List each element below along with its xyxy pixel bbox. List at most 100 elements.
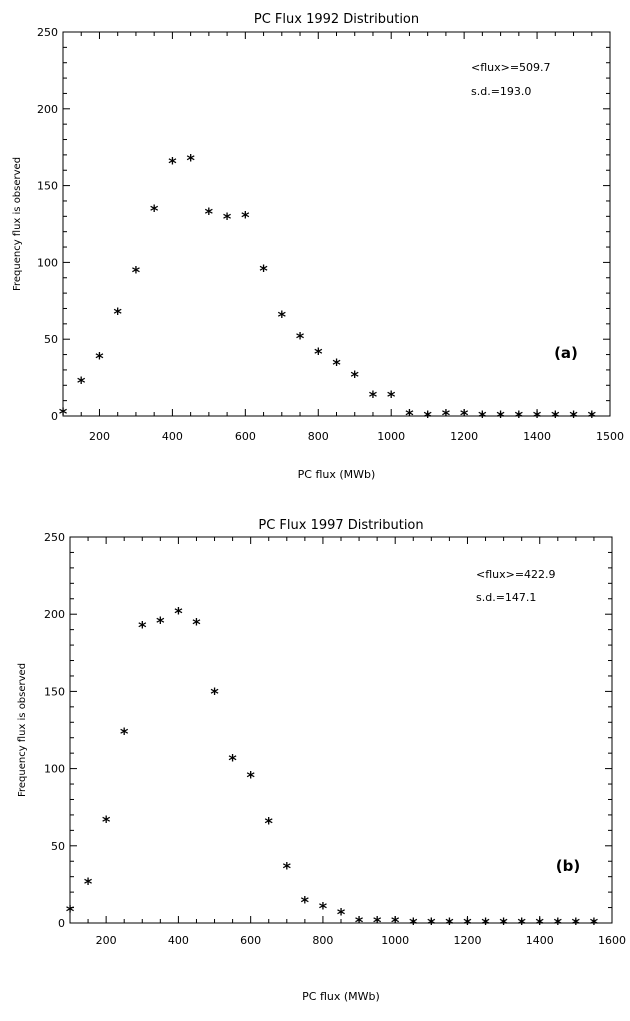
chart1-data-point: *	[246, 767, 255, 786]
chart1-data-point: *	[481, 914, 490, 933]
chart0-data-point: *	[332, 355, 341, 374]
chart0-data-point: *	[423, 407, 432, 426]
chart1-sd-annotation: s.d.=147.1	[476, 591, 536, 604]
chart1-data-point: *	[427, 914, 436, 933]
chart1-y-tick-label: 200	[44, 608, 65, 621]
chart-panel-a: PC Flux 1992 Distribution 200 400 600 800 100…	[12, 12, 624, 481]
chart1-data-point: *	[572, 914, 581, 933]
chart0-data-point: *	[314, 344, 323, 363]
chart0-data-point: *	[223, 209, 232, 228]
chart1-data-point: *	[590, 914, 599, 933]
chart0-data-point: *	[533, 407, 542, 426]
chart1-data-point: *	[536, 914, 545, 933]
chart1-data-point: *	[174, 604, 183, 623]
chart1-y-tick-label: 0	[58, 917, 65, 930]
chart1-data-point: *	[192, 614, 201, 633]
chart0-data-point: *	[405, 405, 414, 424]
chart0-data-point: *	[442, 405, 451, 424]
chart0-data-point: *	[551, 407, 560, 426]
chart1-data-point: *	[84, 874, 93, 893]
chart1-data-point: *	[409, 914, 418, 933]
chart1-x-tick-label: 1600	[598, 934, 626, 947]
chart0-y-axis-label: Frequency flux is observed	[12, 157, 23, 291]
chart0-data-point: *	[168, 154, 177, 173]
chart0-data-point: *	[515, 407, 524, 426]
chart1-data-point: *	[138, 618, 147, 637]
chart1-data-point: *	[499, 914, 508, 933]
chart1-y-tick-label: 250	[44, 531, 65, 544]
chart0-panel-label: (a)	[554, 344, 578, 362]
chart1-y-tick-label: 100	[44, 763, 65, 776]
chart0-y-tick-label: 150	[37, 180, 58, 193]
chart0-x-tick-label: 400	[162, 430, 183, 443]
chart0-x-tick-label: 1400	[523, 430, 551, 443]
chart1-data-point: *	[517, 914, 526, 933]
chart1-data-point: *	[355, 912, 364, 931]
chart-panel-b: PC Flux 1997 Distribution 200 400 600 800 100…	[17, 518, 626, 1003]
chart0-data-point: *	[114, 304, 123, 323]
chart0-x-tick-label: 1200	[450, 430, 478, 443]
chart0-data-point: *	[95, 349, 104, 368]
chart1-data-point: *	[337, 905, 346, 924]
chart0-data-point: *	[588, 407, 597, 426]
chart1-x-axis-label: PC flux (MWb)	[302, 990, 380, 1003]
chart1-data-point: *	[102, 812, 111, 831]
chart1-x-tick-label: 1000	[381, 934, 409, 947]
chart1-data-point: *	[120, 724, 129, 743]
chart1-y-tick-label: 150	[44, 685, 65, 698]
chart1-data-point: *	[66, 902, 75, 921]
chart0-data-point: *	[241, 207, 250, 226]
chart0-x-axis-label: PC flux (MWb)	[298, 468, 376, 481]
chart1-data-point: *	[301, 892, 310, 911]
chart0-data-point: *	[150, 201, 159, 220]
chart1-data-point: *	[156, 613, 165, 632]
chart0-y-tick-label: 250	[37, 26, 58, 39]
chart0-x-tick-label: 800	[308, 430, 329, 443]
chart1-data-point: *	[265, 814, 274, 833]
chart0-title: PC Flux 1992 Distribution	[254, 12, 419, 27]
chart1-data-point: *	[463, 914, 472, 933]
chart1-x-tick-label: 800	[312, 934, 333, 947]
chart0-data-point: *	[259, 261, 268, 280]
chart1-data-point: *	[445, 914, 454, 933]
chart1-data-point: *	[554, 914, 563, 933]
chart1-y-axis-label: Frequency flux is observed	[17, 663, 28, 797]
chart0-mean-annotation: <flux>=509.7	[471, 61, 551, 74]
chart1-x-tick-label: 600	[240, 934, 261, 947]
chart0-data-point: *	[478, 407, 487, 426]
chart1-data-point: *	[319, 899, 328, 918]
chart0-y-tick-label: 0	[51, 410, 58, 423]
chart0-data-point: *	[387, 387, 396, 406]
chart1-data-point: *	[283, 858, 292, 877]
chart0-data-point: *	[77, 373, 86, 392]
chart0-x-tick-label: 1000	[377, 430, 405, 443]
chart0-x-tick-label: 600	[235, 430, 256, 443]
chart0-data-point: *	[351, 367, 360, 386]
chart0-data-point: *	[496, 407, 505, 426]
chart1-data-point: *	[391, 912, 400, 931]
chart0-y-tick-label: 100	[37, 256, 58, 269]
chart0-data-point: *	[186, 150, 195, 169]
chart1-data-point: *	[373, 912, 382, 931]
chart0-y-tick-label: 200	[37, 103, 58, 116]
chart0-data-point: *	[369, 387, 378, 406]
chart1-title: PC Flux 1997 Distribution	[258, 518, 423, 533]
chart0-data-point: *	[278, 307, 287, 326]
chart1-x-tick-label: 400	[168, 934, 189, 947]
chart1-mean-annotation: <flux>=422.9	[476, 568, 556, 581]
chart0-data-point: *	[569, 407, 578, 426]
chart0-data-point: *	[460, 405, 469, 424]
chart1-data-point: *	[210, 684, 219, 703]
chart0-x-tick-label: 200	[89, 430, 110, 443]
chart1-x-tick-label: 200	[96, 934, 117, 947]
chart0-data-point: *	[205, 204, 214, 223]
chart1-y-tick-label: 50	[51, 840, 65, 853]
chart1-data-point: *	[228, 750, 237, 769]
chart0-data-point: *	[296, 329, 305, 348]
chart0-sd-annotation: s.d.=193.0	[471, 85, 531, 98]
chart1-x-tick-label: 1200	[453, 934, 481, 947]
chart0-data-point: *	[132, 263, 141, 282]
chart1-x-tick-label: 1400	[526, 934, 554, 947]
